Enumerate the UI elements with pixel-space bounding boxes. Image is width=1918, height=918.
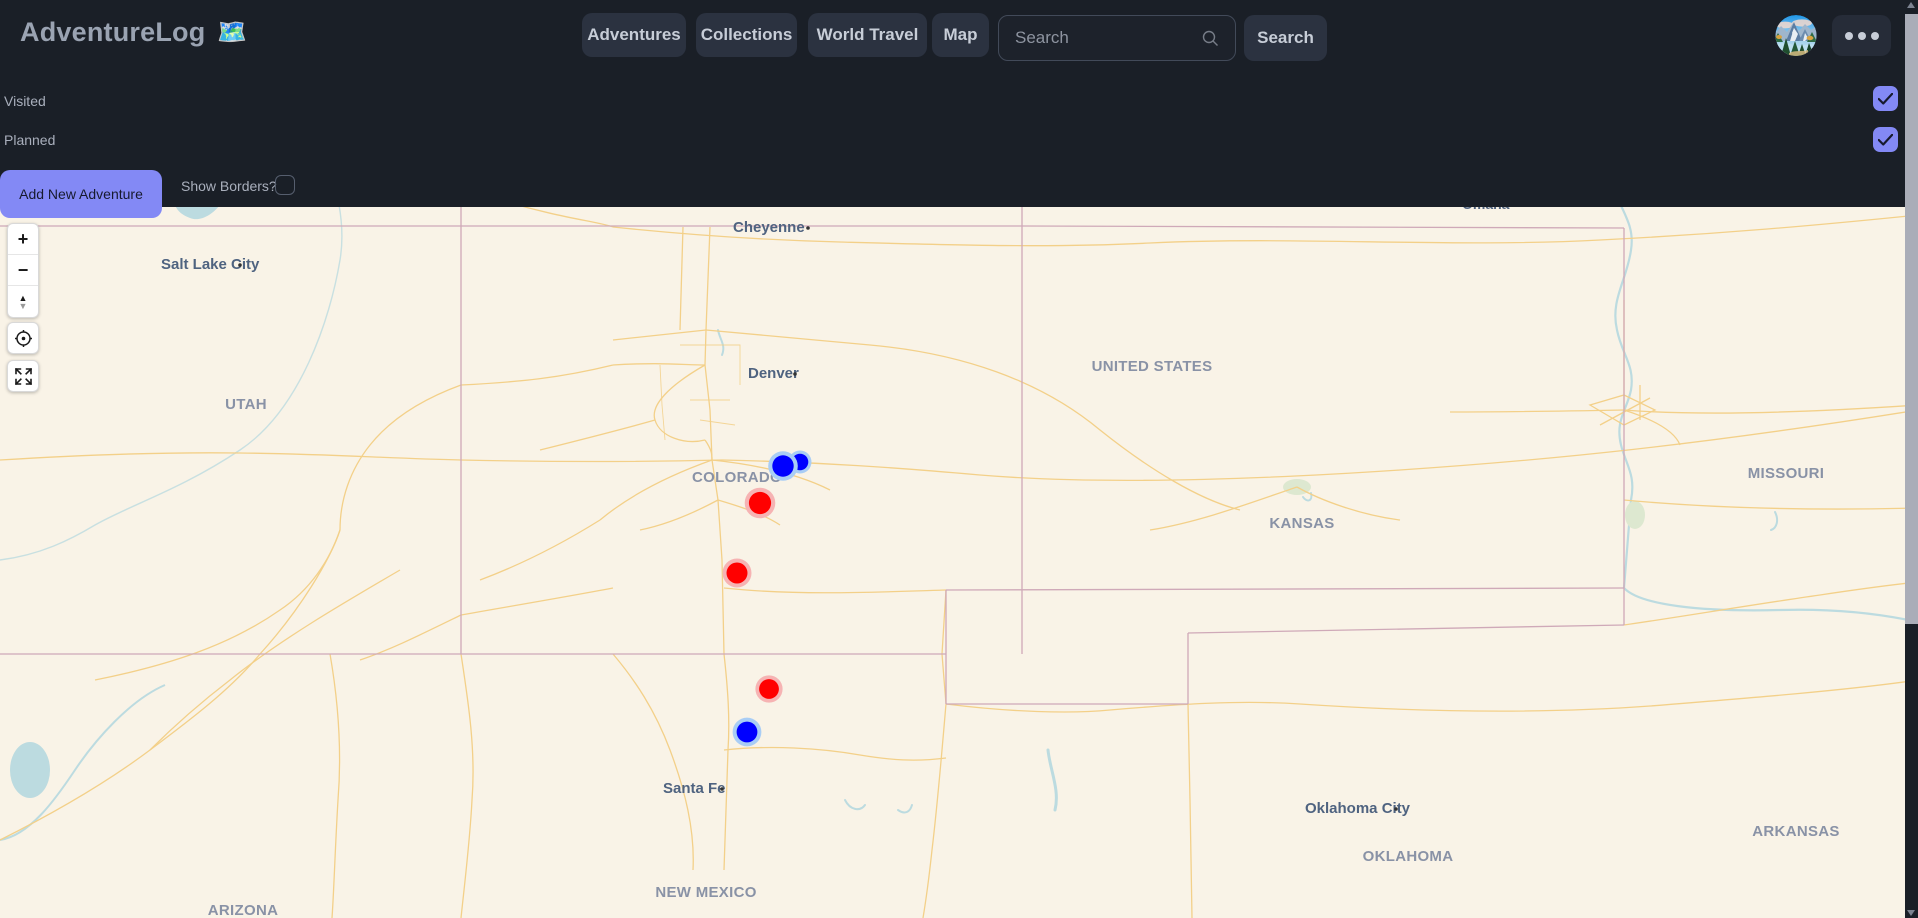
svg-text:ARKANSAS: ARKANSAS (1752, 823, 1839, 840)
svg-text:ARIZONA: ARIZONA (208, 902, 278, 918)
svg-text:OKLAHOMA: OKLAHOMA (1363, 848, 1454, 865)
svg-text:Cheyenne: Cheyenne (733, 219, 805, 236)
svg-text:UNITED STATES: UNITED STATES (1092, 358, 1213, 375)
svg-text:COLORADO: COLORADO (692, 469, 782, 486)
svg-text:MISSOURI: MISSOURI (1748, 465, 1825, 482)
svg-text:Denver: Denver (748, 365, 799, 382)
svg-text:UTAH: UTAH (225, 396, 267, 413)
svg-text:Santa Fe: Santa Fe (663, 780, 726, 797)
svg-text:NEW MEXICO: NEW MEXICO (655, 884, 756, 901)
svg-text:KANSAS: KANSAS (1269, 515, 1334, 532)
svg-text:Salt Lake City: Salt Lake City (161, 256, 260, 273)
